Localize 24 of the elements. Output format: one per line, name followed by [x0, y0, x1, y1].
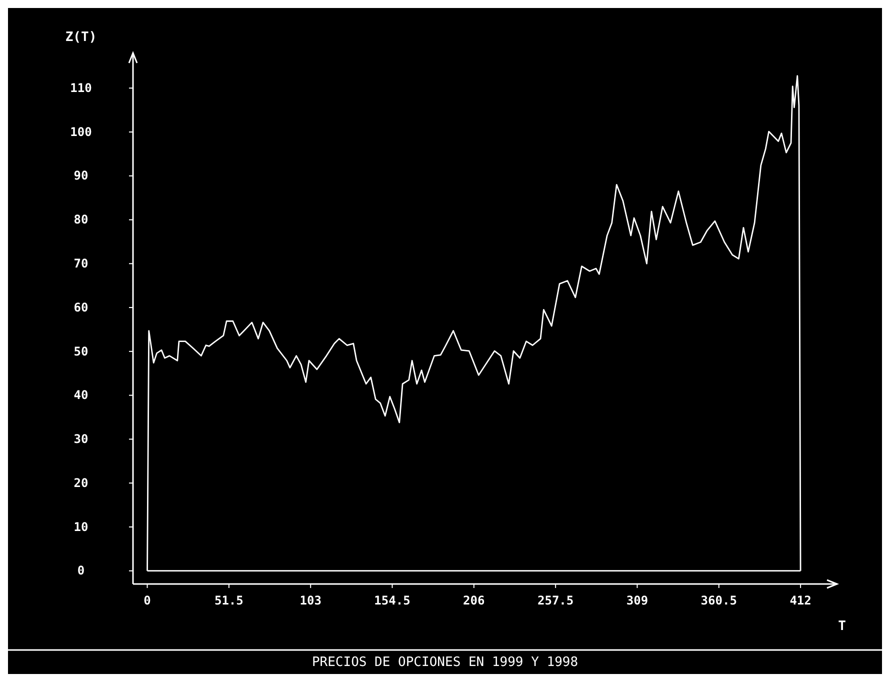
x-tick-label: 412	[790, 594, 812, 608]
x-tick-label: 309	[626, 594, 648, 608]
y-tick-label: 80	[74, 212, 88, 227]
y-tick-label: 100	[70, 124, 92, 139]
x-tick-label: 0	[144, 594, 151, 608]
y-tick-label: 40	[74, 388, 88, 402]
x-tick-label: 51.5	[214, 594, 244, 608]
y-tick-label: 70	[74, 256, 88, 270]
x-tick-label: 103	[300, 594, 322, 608]
y-tick-label: 60	[74, 300, 88, 314]
x-tick-label: 257.5	[537, 594, 574, 608]
y-tick-label: 10	[74, 520, 88, 534]
y-tick-label: 0	[77, 564, 85, 578]
text: PRECIOS DE OPCIONES EN 1999 Y 1998	[312, 655, 578, 670]
y-tick-label: 50	[74, 344, 88, 358]
y-tick-label: 110	[70, 80, 92, 95]
x-tick-label: 206	[463, 594, 485, 608]
y-tick-label: 90	[74, 168, 88, 183]
y-tick-label: 30	[74, 432, 88, 446]
x-tick-label: 360.5	[700, 594, 737, 608]
x-axis-title: T	[838, 619, 846, 634]
y-tick-label: 20	[74, 476, 88, 490]
x-tick-label: 154.5	[374, 594, 410, 608]
y-axis-title: Z(T)	[65, 30, 97, 45]
